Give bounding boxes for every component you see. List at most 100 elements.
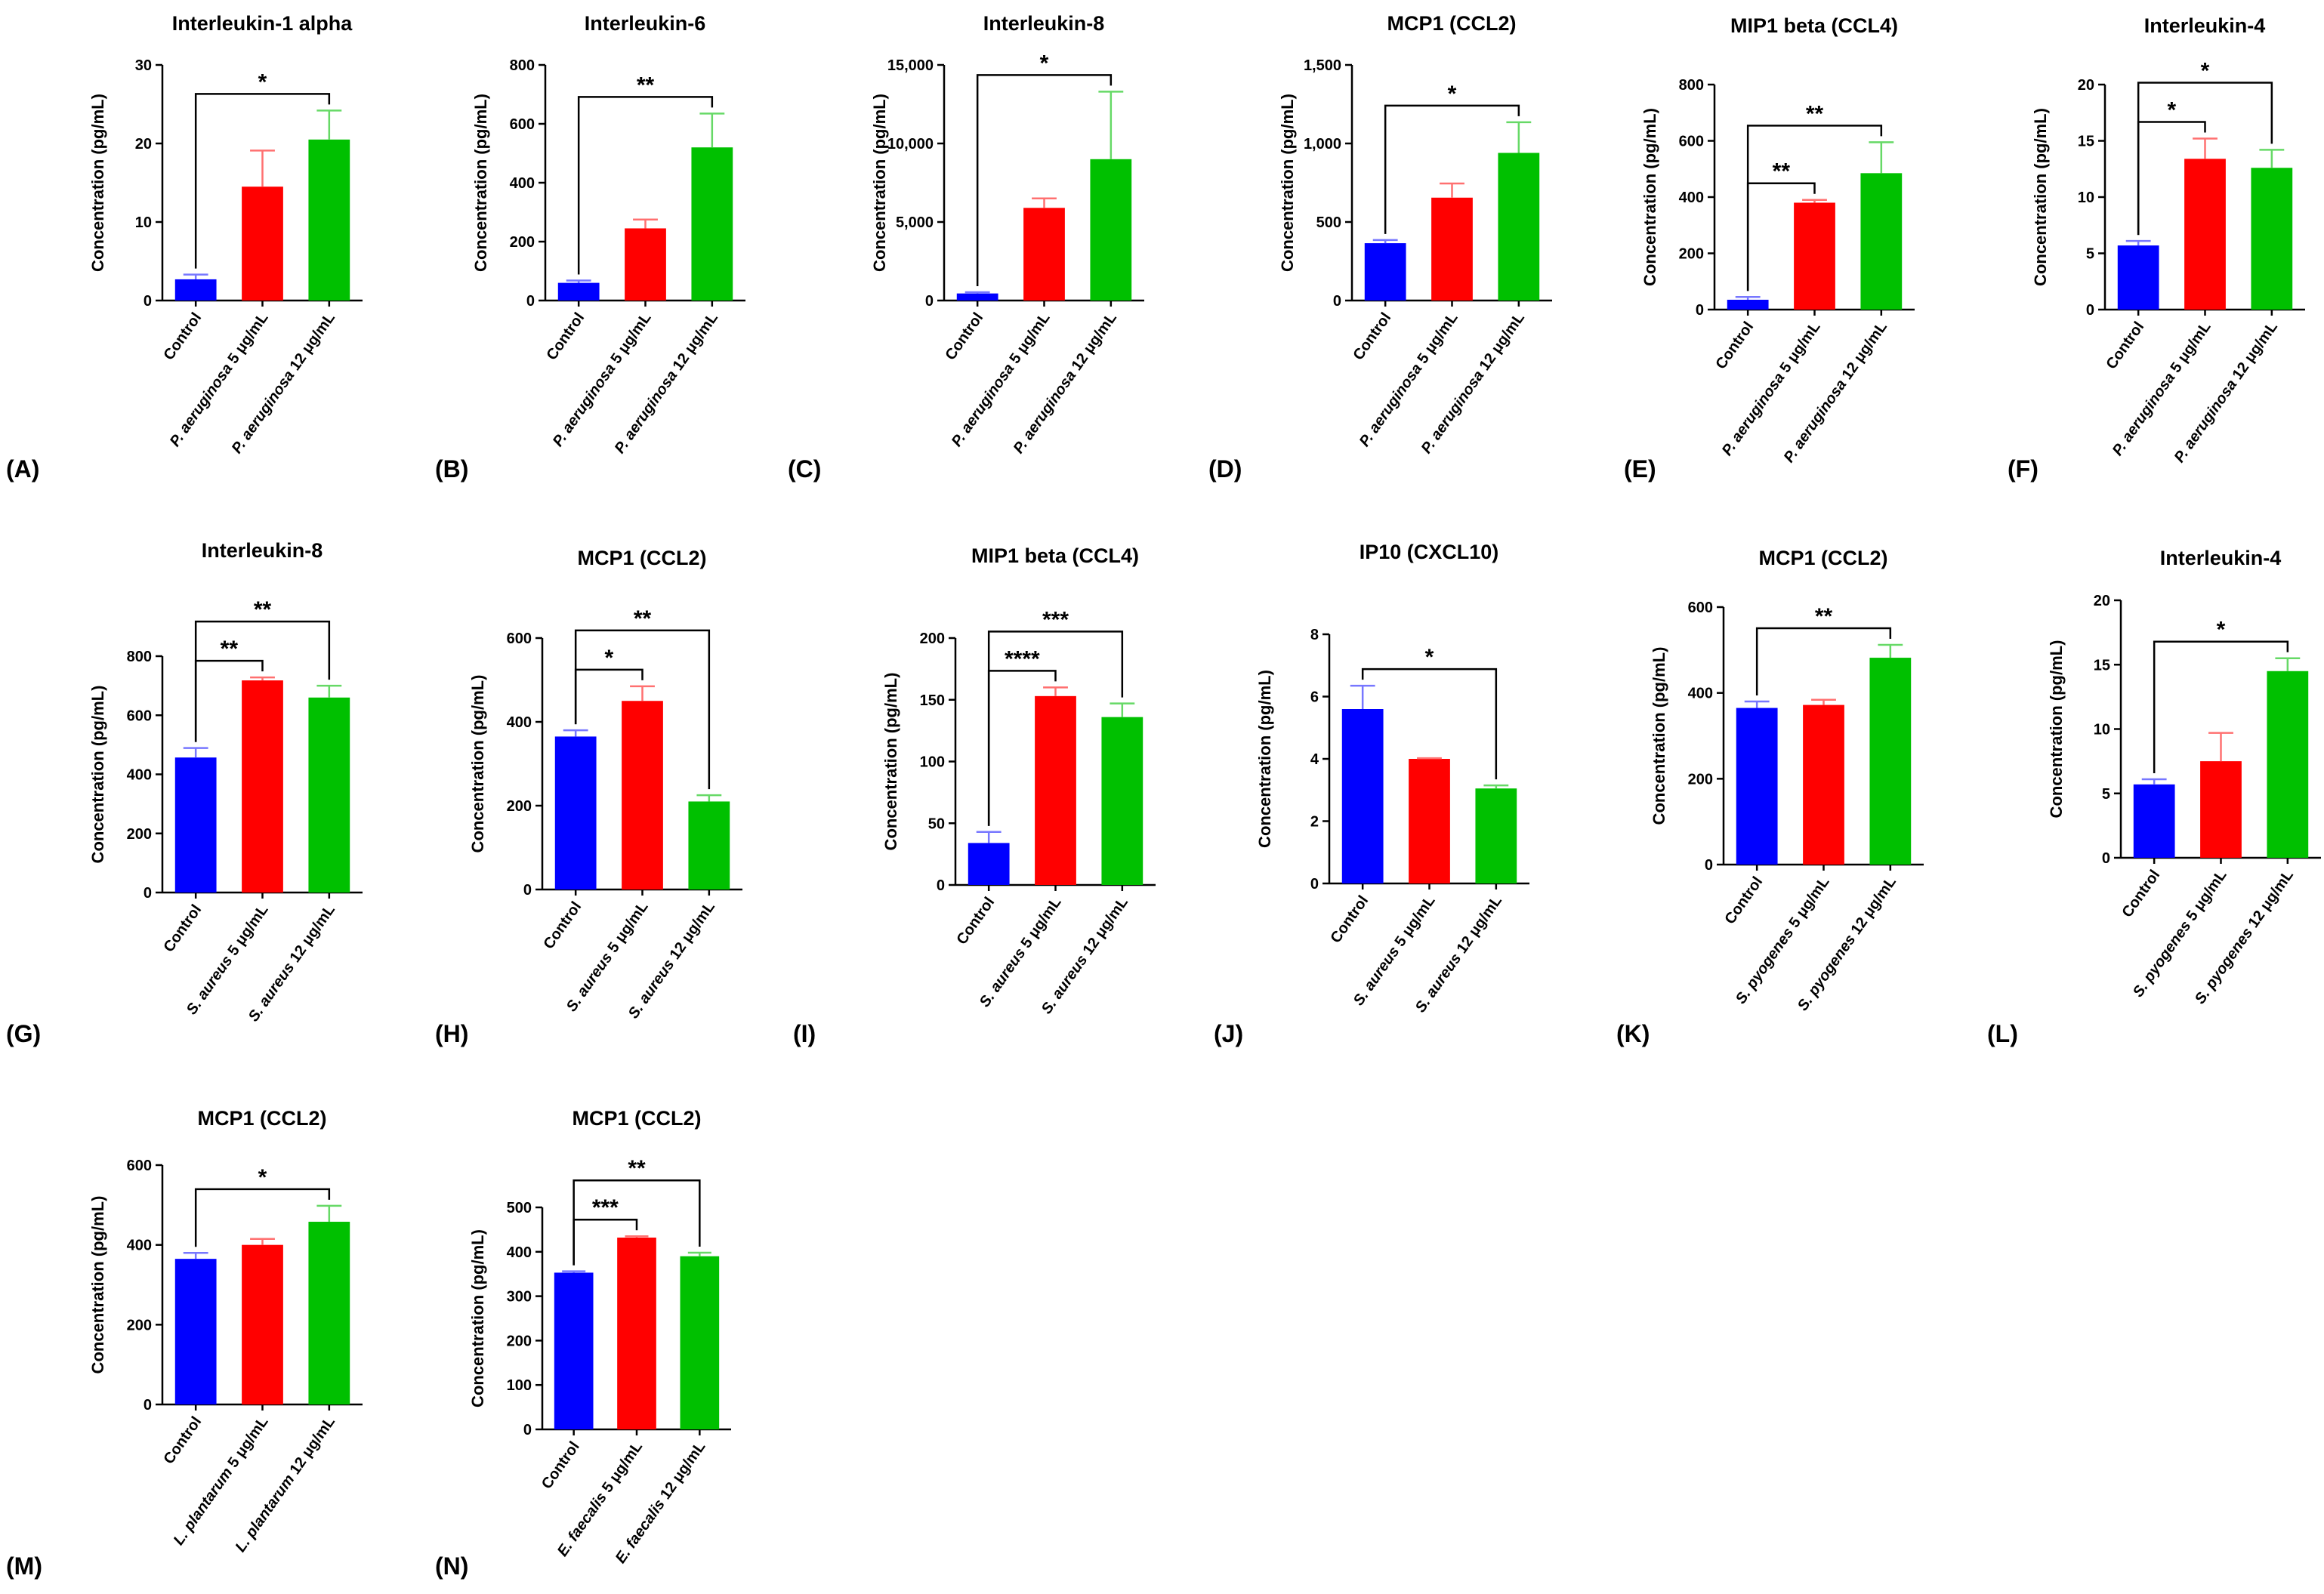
- y-axis-label: Concentration (pg/mL): [1640, 108, 1659, 286]
- y-tick-label: 150: [920, 692, 945, 709]
- category-label: Control: [1712, 319, 1757, 372]
- bar-low: [2200, 761, 2242, 858]
- y-tick-label: 0: [1696, 302, 1704, 319]
- y-tick-label: 400: [510, 175, 535, 192]
- significance-label: *: [258, 1165, 267, 1190]
- chart-panel-k: MCP1 (CCL2) (K) Concentration (pg/mL) 0 200 4…: [1616, 547, 1924, 1047]
- y-tick-label: 2: [1310, 814, 1319, 831]
- y-tick-label: 6: [1310, 689, 1319, 706]
- y-tick-label: 200: [1679, 246, 1704, 263]
- y-tick-label: 0: [925, 293, 934, 310]
- bar-high: [691, 147, 733, 301]
- significance-bracket: [1384, 104, 1520, 234]
- y-tick-label: 100: [507, 1377, 532, 1394]
- bar-high: [1869, 658, 1912, 865]
- category-label: Control: [160, 1414, 205, 1467]
- significance-label: ***: [592, 1195, 619, 1220]
- y-axis-label: Concentration (pg/mL): [88, 1196, 107, 1374]
- bar-control: [557, 282, 600, 301]
- y-tick-label: 600: [127, 708, 152, 724]
- chart-title: MCP1 (CCL2): [572, 1107, 701, 1130]
- category-label: Control: [1350, 310, 1394, 363]
- significance-label: **: [1806, 101, 1824, 126]
- y-tick-label: 0: [526, 293, 535, 310]
- significance-bracket: [2137, 82, 2273, 236]
- bar-high: [1090, 159, 1132, 301]
- y-tick-label: 200: [920, 631, 945, 647]
- chart-panel-c: Interleukin-8 (C) Concentration (pg/mL) 0 5,…: [788, 12, 1144, 483]
- significance-label: *: [258, 69, 267, 94]
- y-tick-label: 800: [1679, 77, 1704, 94]
- significance-label: *: [2217, 618, 2226, 643]
- bar-low: [1409, 759, 1450, 883]
- y-tick-label: 600: [507, 631, 532, 647]
- y-tick-label: 400: [1688, 686, 1713, 702]
- significance-bracket: [1361, 668, 1498, 780]
- y-tick-label: 600: [127, 1158, 152, 1174]
- category-label: Control: [2119, 867, 2163, 920]
- panel-label: (G): [6, 1020, 41, 1047]
- y-tick-label: 5: [2086, 246, 2094, 263]
- category-label: Control: [543, 310, 588, 363]
- y-tick-label: 10: [2078, 190, 2094, 206]
- y-tick-label: 15: [2094, 657, 2110, 674]
- significance-bracket: [2153, 640, 2289, 773]
- bar-low: [617, 1237, 656, 1429]
- chart-panel-h: MCP1 (CCL2) (H) Concentration (pg/mL) 0 200 4…: [435, 547, 742, 1047]
- y-tick-label: 200: [507, 798, 532, 815]
- y-axis-label: Concentration (pg/mL): [2047, 640, 2066, 819]
- y-axis-label: Concentration (pg/mL): [870, 94, 889, 272]
- y-tick-label: 4: [1310, 751, 1319, 768]
- bar-control: [2117, 245, 2159, 310]
- category-label: Control: [539, 1438, 583, 1492]
- chart-panel-i: MIP1 beta (CCL4) (I) Concentration (pg/mL)…: [793, 544, 1156, 1047]
- significance-label: *: [1425, 645, 1434, 670]
- y-tick-label: 30: [135, 57, 152, 74]
- significance-label: **: [254, 597, 272, 622]
- bar-control: [554, 1272, 594, 1429]
- bar-low: [242, 187, 283, 301]
- y-axis-label: Concentration (pg/mL): [1278, 94, 1297, 272]
- y-tick-label: 400: [1679, 190, 1704, 206]
- y-tick-label: 10: [2094, 722, 2110, 738]
- significance-label: **: [1815, 604, 1833, 629]
- bar-low: [1035, 695, 1076, 885]
- y-axis-label: Concentration (pg/mL): [468, 1229, 487, 1407]
- y-tick-label: 0: [2086, 302, 2094, 319]
- y-axis-label: Concentration (pg/mL): [2031, 108, 2050, 286]
- chart-panel-b: Interleukin-6 (B) Concentration (pg/mL) 0 20…: [435, 12, 745, 483]
- y-tick-label: 200: [127, 1317, 152, 1333]
- y-tick-label: 1,500: [1304, 57, 1341, 74]
- significance-label: **: [628, 1156, 646, 1181]
- y-tick-label: 400: [127, 767, 152, 784]
- chart-panel-j: IP10 (CXCL10) (J) Concentration (pg/mL) 0 2 4…: [1214, 541, 1529, 1047]
- significance-bracket: [987, 631, 1124, 826]
- significance-bracket: [577, 96, 714, 275]
- significance-label: *: [604, 646, 613, 671]
- chart-panel-n: MCP1 (CCL2) (N) Concentration (pg/mL) 0 100 2…: [435, 1107, 731, 1580]
- bar-high: [1860, 173, 1903, 310]
- significance-label: ****: [1005, 646, 1040, 671]
- chart-title: Interleukin-1 alpha: [172, 12, 353, 35]
- panel-label: (M): [6, 1552, 42, 1580]
- y-tick-label: 400: [507, 714, 532, 731]
- y-tick-label: 200: [127, 826, 152, 843]
- bar-high: [688, 801, 730, 889]
- bar-high: [308, 1222, 350, 1404]
- significance-label: *: [1040, 51, 1049, 76]
- bar-control: [2133, 784, 2175, 858]
- significance-bracket: [194, 620, 331, 742]
- bar-control: [1736, 708, 1778, 865]
- significance-label: ***: [1042, 607, 1069, 632]
- bar-control: [956, 293, 998, 301]
- y-tick-label: 0: [1310, 876, 1319, 893]
- bar-high: [308, 139, 350, 301]
- bar-low: [1794, 202, 1835, 310]
- bar-low: [622, 701, 663, 889]
- panel-label: (B): [435, 455, 468, 483]
- bar-high: [1498, 153, 1540, 301]
- chart-title: IP10 (CXCL10): [1360, 541, 1499, 563]
- y-tick-label: 400: [507, 1244, 532, 1261]
- bar-control: [1341, 709, 1384, 883]
- chart-panel-g: Interleukin-8 (G) Concentration (pg/mL) 0 20…: [6, 539, 363, 1047]
